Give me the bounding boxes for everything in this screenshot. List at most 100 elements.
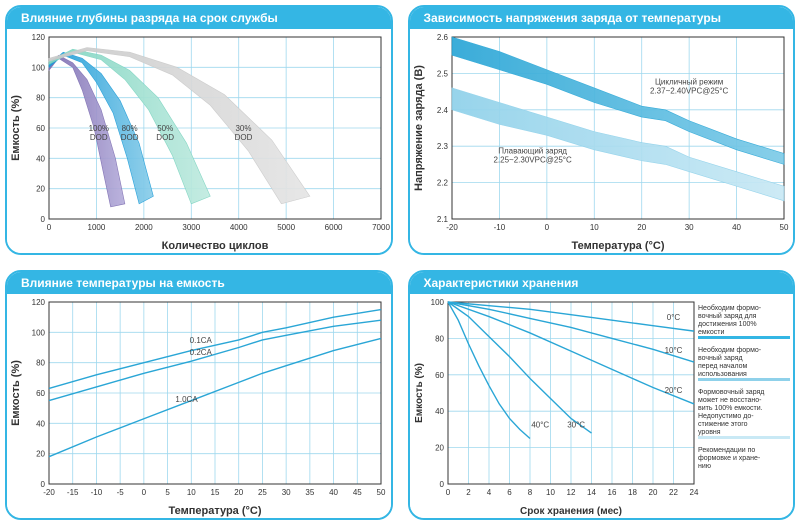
svg-text:0: 0 (544, 223, 549, 232)
svg-text:0: 0 (445, 488, 450, 497)
svg-text:Рекомендации по: Рекомендации по (698, 447, 755, 454)
svg-text:100%: 100% (89, 124, 109, 133)
svg-text:60: 60 (435, 371, 444, 380)
svg-text:нию: нию (698, 463, 711, 470)
svg-text:2000: 2000 (135, 223, 153, 232)
svg-text:использования: использования (698, 371, 747, 378)
svg-text:40°C: 40°C (531, 421, 549, 430)
svg-text:3000: 3000 (182, 223, 200, 232)
svg-text:60: 60 (36, 124, 45, 133)
svg-text:20: 20 (234, 488, 243, 497)
svg-text:-20: -20 (43, 488, 55, 497)
svg-text:6000: 6000 (325, 223, 343, 232)
svg-text:35: 35 (305, 488, 314, 497)
svg-text:-10: -10 (91, 488, 103, 497)
svg-text:80%: 80% (122, 124, 138, 133)
svg-text:перед началом: перед началом (698, 363, 748, 370)
svg-text:0: 0 (47, 223, 52, 232)
chart-title: Влияние глубины разряда на срок службы (7, 7, 391, 29)
svg-text:DOD: DOD (121, 133, 139, 142)
svg-text:2.2: 2.2 (436, 179, 448, 188)
svg-text:50%: 50% (157, 124, 173, 133)
svg-text:-20: -20 (446, 223, 458, 232)
svg-text:Плавающий заряд: Плавающий заряд (498, 146, 567, 155)
svg-text:вочный заряд: вочный заряд (698, 354, 743, 362)
svg-text:-5: -5 (117, 488, 125, 497)
svg-text:40: 40 (329, 488, 338, 497)
svg-text:20: 20 (648, 488, 657, 497)
svg-text:вочный заряд для: вочный заряд для (698, 312, 757, 320)
chart-temp-capacity: Влияние температуры на емкость 0.1CA 0.2C… (5, 270, 393, 520)
svg-text:20: 20 (36, 450, 45, 459)
svg-text:0.1CA: 0.1CA (190, 336, 213, 345)
svg-text:100: 100 (32, 63, 46, 72)
svg-text:-10: -10 (493, 223, 505, 232)
svg-text:уровня: уровня (698, 429, 721, 436)
svg-text:20°C: 20°C (664, 386, 682, 395)
svg-text:1000: 1000 (88, 223, 106, 232)
svg-text:120: 120 (32, 33, 46, 42)
svg-text:30: 30 (684, 223, 693, 232)
svg-text:8: 8 (527, 488, 532, 497)
svg-text:стижение этого: стижение этого (698, 421, 748, 428)
svg-text:2.1: 2.1 (436, 215, 448, 224)
chart-title: Влияние температуры на емкость (7, 272, 391, 294)
svg-text:0.2CA: 0.2CA (190, 348, 213, 357)
chart-voltage-temp: Зависимость напряжения заряда от темпера… (408, 5, 796, 255)
svg-text:4: 4 (486, 488, 491, 497)
svg-text:50: 50 (779, 223, 788, 232)
svg-text:Недопустимо до-: Недопустимо до- (698, 413, 754, 420)
svg-text:достижения 100%: достижения 100% (698, 321, 757, 328)
svg-text:50: 50 (377, 488, 386, 497)
svg-text:2.6: 2.6 (436, 33, 448, 42)
svg-text:20: 20 (36, 185, 45, 194)
svg-text:Необходим формо-: Необходим формо- (698, 304, 762, 312)
svg-text:5000: 5000 (277, 223, 295, 232)
svg-text:DOD: DOD (156, 133, 174, 142)
svg-text:1.0CA: 1.0CA (175, 395, 198, 404)
chart-body: 100%DOD80%DOD50%DOD30%DOD010002000300040… (7, 29, 391, 253)
svg-text:Температура (°C): Температура (°C) (571, 240, 664, 252)
svg-text:-15: -15 (67, 488, 79, 497)
chart-body: Цикличный режим2.37~2.40VPC@25°C Плавающи… (410, 29, 794, 253)
chart-dod-life: Влияние глубины разряда на срок службы 1… (5, 5, 393, 255)
svg-text:Емкость (%): Емкость (%) (10, 360, 22, 426)
svg-text:24: 24 (689, 488, 698, 497)
svg-text:Количество циклов: Количество циклов (162, 240, 269, 252)
svg-text:40: 40 (36, 419, 45, 428)
svg-text:DOD: DOD (90, 133, 108, 142)
svg-text:100: 100 (430, 298, 444, 307)
svg-text:45: 45 (353, 488, 362, 497)
svg-text:40: 40 (732, 223, 741, 232)
svg-text:30: 30 (282, 488, 291, 497)
svg-text:80: 80 (36, 94, 45, 103)
svg-text:2.37~2.40VPC@25°C: 2.37~2.40VPC@25°C (650, 86, 728, 95)
svg-text:15: 15 (211, 488, 220, 497)
svg-text:вить 100% емкости.: вить 100% емкости. (698, 405, 763, 412)
svg-text:20: 20 (637, 223, 646, 232)
svg-text:10: 10 (589, 223, 598, 232)
svg-text:5: 5 (165, 488, 170, 497)
svg-text:Формовочный заряд: Формовочный заряд (698, 388, 764, 396)
svg-text:16: 16 (607, 488, 616, 497)
svg-text:25: 25 (258, 488, 267, 497)
svg-text:40: 40 (435, 407, 444, 416)
svg-text:100: 100 (32, 328, 46, 337)
svg-text:Цикличный режим: Цикличный режим (655, 77, 723, 86)
svg-text:DOD: DOD (235, 133, 253, 142)
svg-text:22: 22 (669, 488, 678, 497)
svg-text:14: 14 (587, 488, 596, 497)
svg-text:2: 2 (466, 488, 471, 497)
svg-text:Срок хранения (мес): Срок хранения (мес) (520, 506, 622, 517)
svg-text:Необходим формо-: Необходим формо- (698, 346, 762, 354)
chart-body: 0.1CA0.2CA1.0CA-20-15-10-505101520253035… (7, 294, 391, 518)
svg-text:18: 18 (628, 488, 637, 497)
svg-text:2.5: 2.5 (436, 69, 448, 78)
svg-text:120: 120 (32, 298, 46, 307)
svg-text:0: 0 (41, 480, 46, 489)
svg-text:Напряжение заряда (В): Напряжение заряда (В) (413, 65, 425, 191)
svg-text:80: 80 (36, 359, 45, 368)
svg-text:80: 80 (435, 334, 444, 343)
svg-text:может не восстано-: может не восстано- (698, 397, 762, 404)
svg-text:12: 12 (566, 488, 575, 497)
